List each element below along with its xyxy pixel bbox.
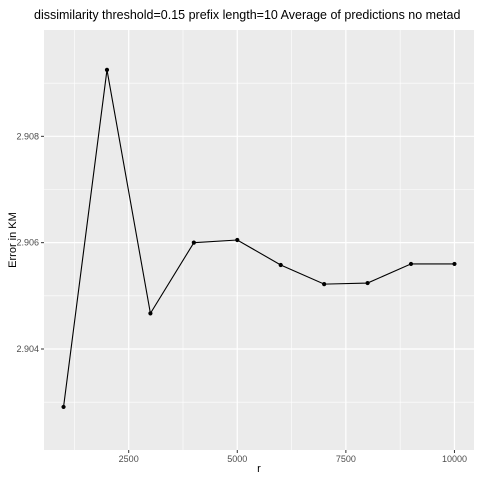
data-point: [235, 237, 240, 243]
x-tick-label: 10000: [442, 454, 467, 464]
data-point: [322, 282, 327, 287]
data-point: [452, 261, 457, 267]
y-tick-label: 2.908: [16, 131, 39, 141]
axis-ticks: 2500 5000 7500 10000 2.904 2.906 2.908: [16, 131, 467, 464]
data-point: [148, 311, 153, 316]
data-point: [104, 67, 110, 72]
minor-gridlines: [44, 30, 474, 450]
x-axis-label: r: [257, 463, 261, 475]
chart-title: dissimilarity threshold=0.15 prefix leng…: [34, 8, 460, 22]
data-point: [365, 280, 370, 286]
y-tick-label: 2.906: [16, 238, 39, 248]
x-tick-label: 5000: [227, 454, 247, 464]
y-tick-label: 2.904: [16, 344, 39, 354]
series-line: [63, 69, 455, 408]
plot-panel: [44, 30, 474, 450]
data-point: [278, 262, 283, 268]
series-layer: [61, 67, 457, 410]
data-point: [408, 261, 414, 267]
data-point: [191, 240, 196, 245]
y-axis-label: Error in KM: [7, 212, 19, 268]
data-point: [61, 404, 66, 410]
x-tick-label: 7500: [336, 454, 356, 464]
x-tick-label: 2500: [119, 454, 139, 464]
